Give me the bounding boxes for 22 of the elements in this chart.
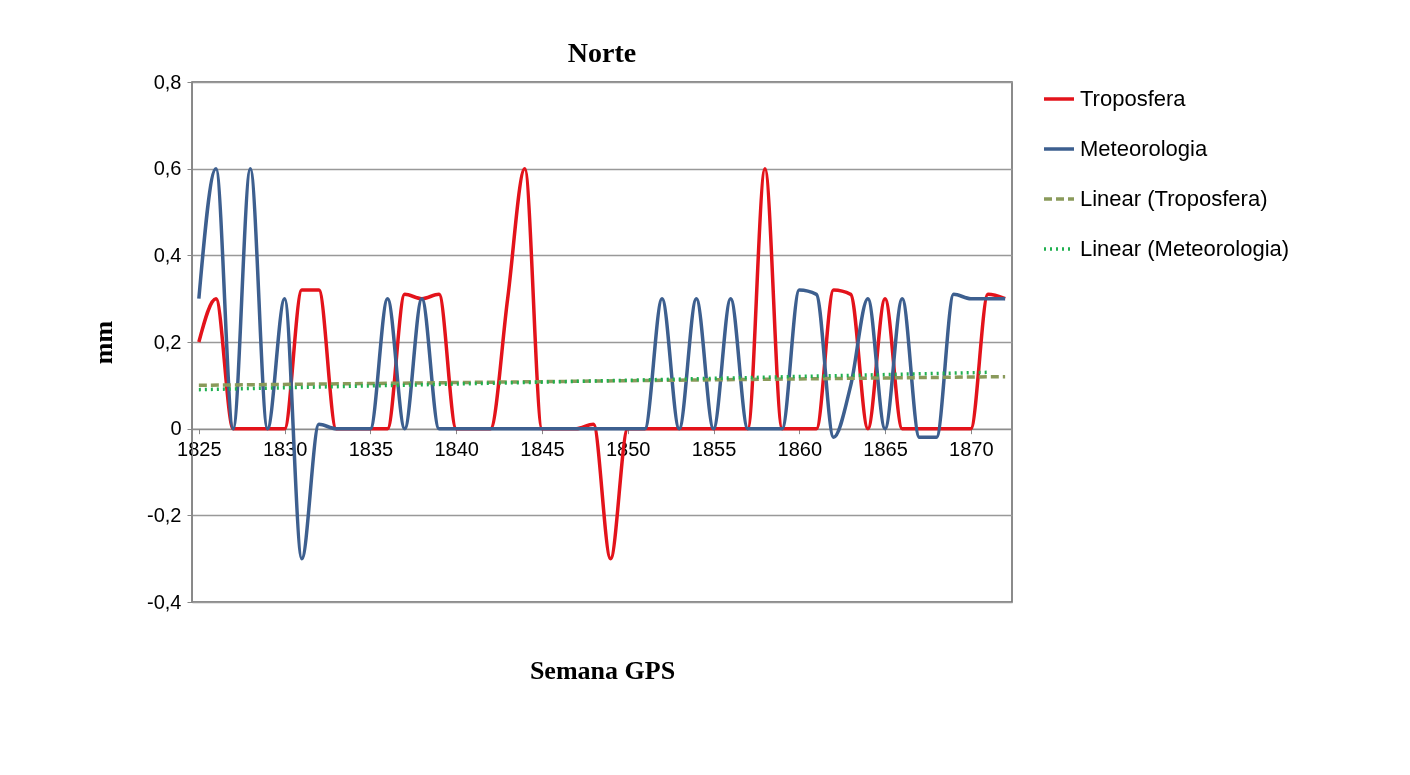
x-tick-label: 1835 (348, 438, 394, 461)
x-tick-label: 1840 (434, 438, 479, 461)
y-tick-label: 0,6 (153, 157, 182, 180)
y-axis-title: mm (89, 320, 119, 365)
legend-label: Linear (Troposfera) (1080, 186, 1268, 211)
x-tick-label: 1855 (691, 438, 737, 461)
y-tick-label: -0,2 (147, 503, 182, 526)
legend-label: Linear (Meteorologia) (1080, 236, 1290, 261)
x-tick-label: 1845 (520, 438, 565, 461)
x-tick-label: 1825 (177, 438, 222, 461)
y-tick-label: -0,4 (147, 590, 182, 613)
x-tick-label: 1865 (863, 438, 908, 461)
legend-label: Meteorologia (1080, 136, 1208, 161)
y-tick-label: 0,8 (153, 70, 182, 93)
x-axis-title: Semana GPS (529, 655, 676, 685)
y-tick-label: 0 (170, 417, 182, 440)
x-tick-label: 1870 (949, 438, 994, 461)
y-tick-label: 0,2 (153, 330, 182, 353)
y-tick-label: 0,4 (153, 243, 182, 266)
x-tick-label: 1860 (777, 438, 823, 461)
chart-title: Norte (567, 37, 637, 68)
legend-label: Troposfera (1080, 86, 1187, 111)
